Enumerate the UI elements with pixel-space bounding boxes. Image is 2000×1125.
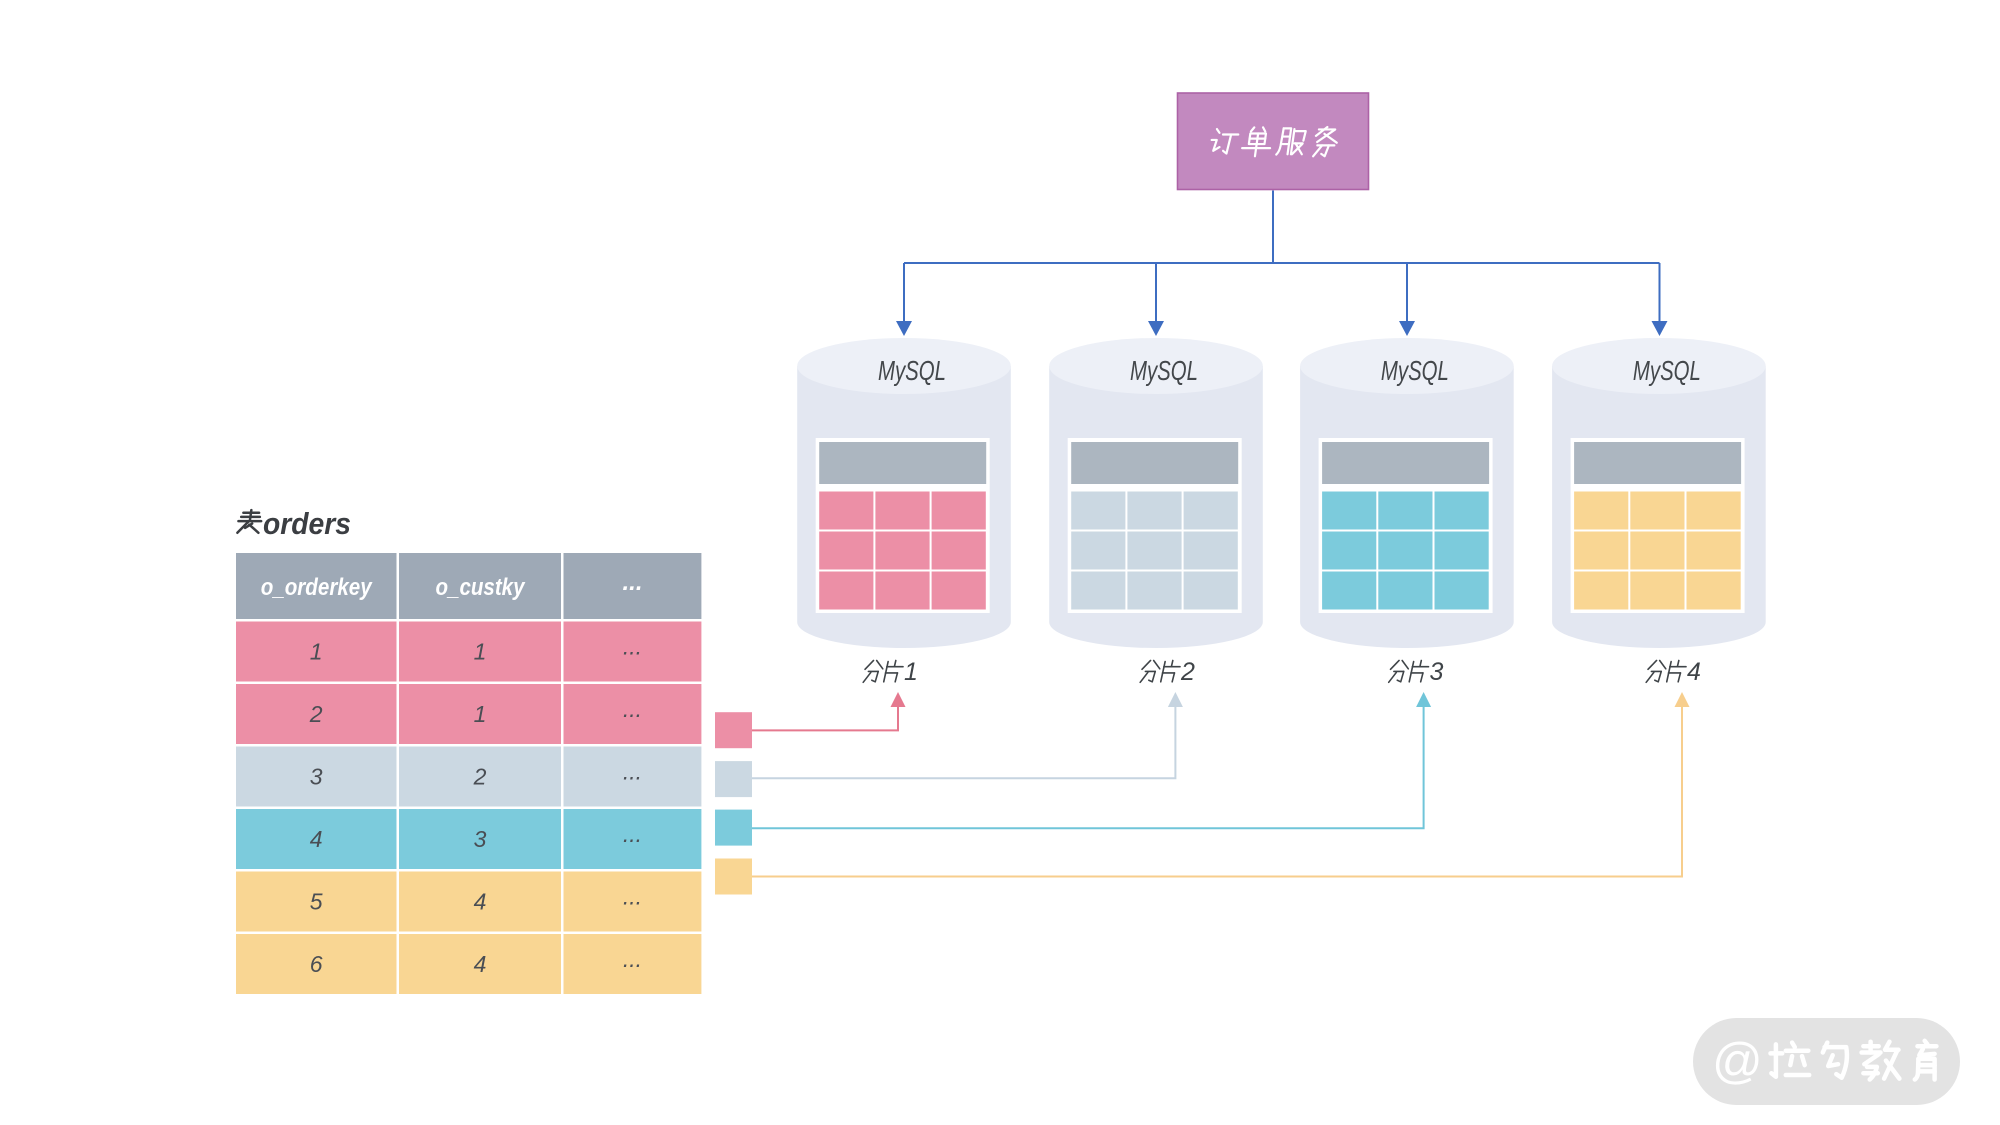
svg-text:@: @ [1712,1033,1763,1089]
svg-text:3: 3 [1430,658,1444,686]
svg-text:MySQL: MySQL [878,355,946,386]
svg-text:6: 6 [310,951,323,977]
svg-text:4: 4 [474,951,487,977]
svg-text:MySQL: MySQL [1381,355,1449,386]
svg-text:o_custky: o_custky [436,574,526,601]
svg-text:5: 5 [310,889,323,915]
svg-text:1: 1 [474,639,487,665]
svg-text:...: ... [623,821,642,847]
svg-text:3: 3 [310,764,323,790]
svg-text:2: 2 [1180,658,1195,686]
svg-text:1: 1 [474,701,487,727]
svg-text:2: 2 [473,764,487,790]
svg-text:...: ... [622,569,642,596]
svg-text:...: ... [623,759,642,785]
svg-text:4: 4 [310,826,323,852]
svg-text:...: ... [623,634,642,660]
svg-text:...: ... [623,946,642,972]
svg-text:o_orderkey: o_orderkey [261,574,373,601]
svg-text:4: 4 [474,889,487,915]
svg-text:orders: orders [263,506,351,541]
svg-text:1: 1 [310,639,323,665]
svg-text:MySQL: MySQL [1633,355,1701,386]
svg-text:2: 2 [309,701,323,727]
svg-text:...: ... [623,696,642,722]
svg-text:...: ... [623,884,642,910]
svg-text:MySQL: MySQL [1130,355,1198,386]
svg-text:1: 1 [904,658,918,686]
svg-text:3: 3 [474,826,487,852]
svg-text:4: 4 [1687,658,1701,686]
